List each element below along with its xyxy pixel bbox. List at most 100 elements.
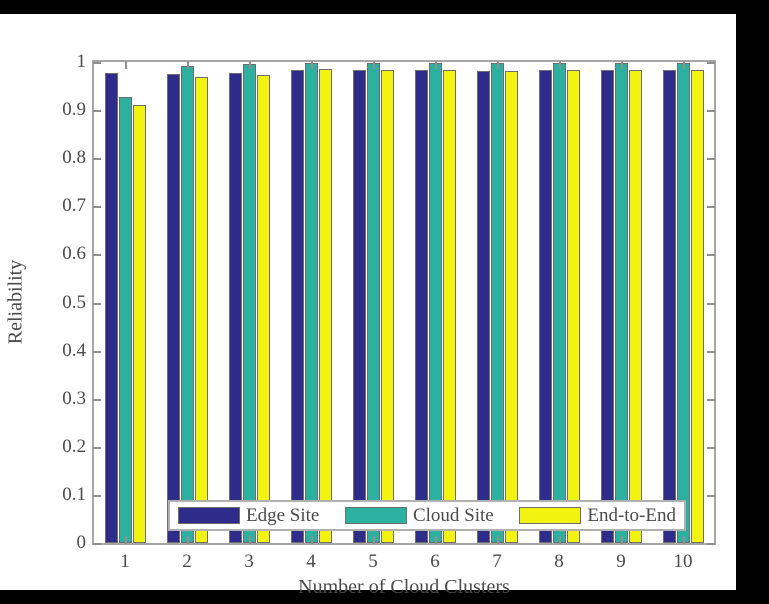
x-tick-label: 9 — [616, 551, 626, 572]
legend-swatch — [344, 507, 407, 524]
y-tick-mark — [93, 206, 101, 209]
legend-entry[interactable]: Cloud Site — [344, 504, 494, 527]
x-tick-mark — [187, 536, 189, 544]
bar — [628, 70, 642, 543]
x-tick-mark — [435, 536, 437, 544]
x-tick-label: 6 — [430, 551, 440, 572]
y-tick-label: 0.1 — [62, 483, 86, 505]
legend-label: Cloud Site — [412, 504, 494, 526]
legend-label: End-to-End — [587, 504, 676, 526]
bar — [352, 69, 366, 543]
bar — [166, 74, 180, 543]
x-tick-mark-top — [621, 61, 623, 69]
x-tick-label: 8 — [554, 551, 564, 572]
bar — [304, 62, 318, 543]
x-tick-mark-top — [559, 61, 561, 69]
bar — [194, 77, 208, 543]
y-tick-mark-right — [707, 62, 715, 64]
y-tick-mark-right — [707, 350, 715, 353]
bar — [476, 70, 490, 543]
y-tick-mark-right — [707, 543, 715, 545]
bar — [428, 63, 442, 543]
bar — [290, 69, 304, 543]
bar — [118, 96, 132, 543]
x-tick-label: 5 — [368, 551, 378, 572]
y-tick-mark — [93, 398, 101, 401]
x-tick-mark — [373, 536, 375, 544]
bar — [442, 70, 456, 543]
bar — [538, 70, 552, 543]
y-tick-mark-right — [707, 494, 715, 497]
x-tick-mark-top — [125, 61, 127, 69]
bar — [504, 70, 518, 543]
x-tick-mark-top — [311, 61, 313, 69]
y-axis-title: Reliability — [4, 259, 27, 345]
y-tick-mark-right — [707, 398, 715, 401]
legend-entry[interactable]: Edge Site — [178, 505, 319, 527]
bar — [614, 63, 628, 543]
x-tick-mark — [125, 536, 127, 544]
bar — [180, 65, 194, 543]
x-tick-mark-top — [187, 61, 189, 69]
bar — [690, 70, 704, 543]
bar — [256, 74, 270, 543]
x-tick-label: 7 — [492, 551, 502, 572]
x-tick-mark-top — [683, 61, 685, 69]
bar — [132, 104, 146, 543]
bar — [380, 69, 394, 543]
x-axis-title: Number of Cloud Clusters — [298, 576, 510, 598]
x-tick-mark — [621, 536, 623, 544]
bar — [676, 63, 690, 543]
y-tick-label: 0.9 — [62, 99, 86, 121]
legend-label: Edge Site — [246, 504, 320, 526]
x-tick-label: 3 — [244, 551, 254, 572]
y-tick-label: 0.3 — [62, 387, 86, 409]
y-tick-mark — [93, 543, 101, 545]
y-tick-label: 0.6 — [62, 243, 86, 265]
y-tick-label: 0.5 — [62, 291, 86, 313]
bar — [566, 70, 580, 543]
y-tick-label: 0.4 — [62, 339, 86, 361]
y-tick-mark-right — [707, 206, 715, 209]
plot-area: 0 0.1 0.2 0.3 0.4 0.5 0.6 0.7 0.8 0.9 1 1 2 3 4 5 6 7 8 9 1… — [62, 51, 716, 572]
y-tick-mark-right — [707, 302, 715, 305]
bar — [366, 63, 380, 543]
bar — [414, 70, 428, 543]
legend-swatch — [519, 507, 582, 524]
y-tick-label: 0 — [76, 532, 87, 553]
x-tick-label: 1 — [120, 551, 130, 572]
y-tick-mark-right — [707, 446, 715, 449]
bar — [552, 63, 566, 543]
y-tick-label: 0.2 — [62, 435, 86, 457]
legend-entry[interactable]: End-to-End — [519, 505, 676, 527]
x-tick-mark-top — [373, 61, 375, 69]
x-tick-mark — [311, 536, 313, 544]
y-tick-label: 1 — [76, 51, 87, 72]
x-tick-mark — [497, 536, 499, 544]
y-tick-mark — [93, 446, 101, 449]
bar — [104, 72, 118, 543]
x-tick-label: 4 — [306, 551, 316, 572]
x-tick-mark — [683, 536, 685, 544]
bar — [242, 63, 256, 543]
bar — [600, 70, 614, 543]
x-tick-mark — [559, 536, 561, 544]
x-tick-label: 10 — [673, 551, 693, 572]
y-tick-mark — [93, 254, 101, 257]
x-tick-label: 2 — [182, 551, 192, 572]
bars-layer — [94, 62, 714, 543]
legend-swatch — [178, 507, 240, 524]
x-tick-mark-top — [249, 61, 251, 69]
x-tick-mark-top — [497, 61, 499, 69]
y-tick-label: 0.7 — [62, 195, 86, 217]
y-tick-mark — [93, 494, 101, 497]
bar — [318, 69, 332, 543]
y-tick-mark — [93, 110, 101, 113]
bar — [490, 63, 504, 543]
x-tick-mark — [249, 536, 251, 544]
y-tick-mark-right — [707, 110, 715, 113]
y-tick-mark — [93, 350, 101, 353]
y-tick-mark-right — [707, 158, 715, 161]
y-tick-label: 0.8 — [62, 147, 86, 169]
